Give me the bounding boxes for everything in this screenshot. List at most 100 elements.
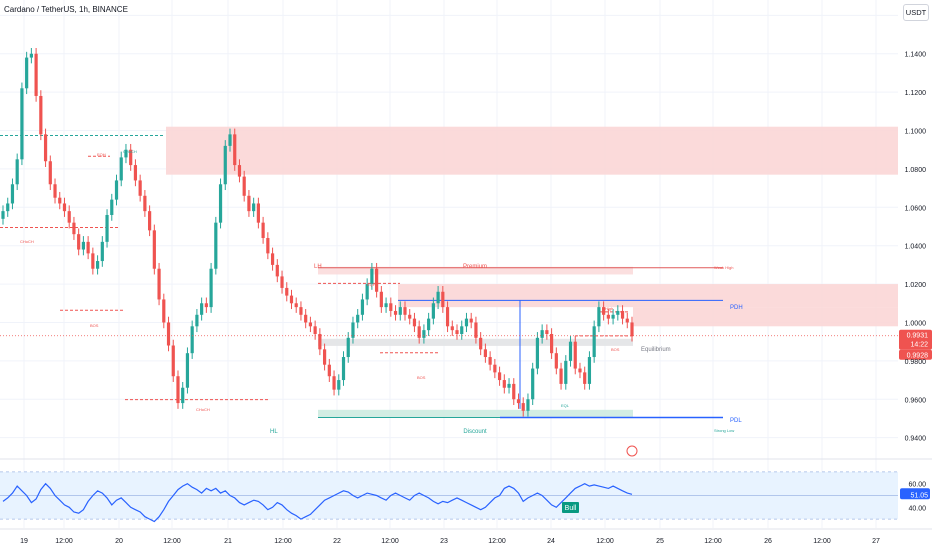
candle-body xyxy=(422,330,426,338)
zone-supply xyxy=(398,284,898,308)
time-tick: 27 xyxy=(872,538,880,545)
candle-body xyxy=(294,303,298,308)
candle-body xyxy=(564,360,568,384)
candle-body xyxy=(270,253,275,265)
candle-body xyxy=(20,88,24,160)
time-tick: 22 xyxy=(333,538,341,545)
rsi-line xyxy=(2,482,633,523)
candle-body xyxy=(15,159,19,185)
rsi-tick-40: 40.00 xyxy=(908,505,926,512)
candle-body xyxy=(346,337,350,358)
candle-body xyxy=(431,303,435,319)
candle-body xyxy=(318,333,322,350)
candle-body xyxy=(578,368,582,373)
candle-body xyxy=(285,287,289,296)
zone-supply xyxy=(166,126,898,175)
candle-body xyxy=(181,387,185,404)
label-hl: HL xyxy=(270,429,278,435)
rsi-tick-60: 60.00 xyxy=(908,482,926,489)
candle-body xyxy=(6,203,10,212)
candle-body xyxy=(540,330,544,338)
time-tick: 12:00 xyxy=(813,538,831,545)
price-tick: 1.0800 xyxy=(905,167,927,174)
time-tick: 12:00 xyxy=(55,538,73,545)
candle-body xyxy=(171,345,175,377)
candle-body xyxy=(100,241,104,262)
candle-body xyxy=(521,403,525,411)
candle-body xyxy=(43,134,48,162)
candle-body xyxy=(124,149,128,158)
candle-body xyxy=(379,291,383,308)
candle-body xyxy=(507,383,511,388)
candle-body xyxy=(332,376,336,390)
bull-badge xyxy=(562,502,579,513)
candle-body xyxy=(464,318,469,327)
price-tick: 1.1000 xyxy=(905,129,927,136)
label-bos-2: BOS xyxy=(417,375,426,380)
time-tick: 21 xyxy=(224,538,232,545)
label-high: High xyxy=(605,306,613,311)
candle-body xyxy=(166,322,171,346)
candle-body xyxy=(625,318,629,323)
candle-body xyxy=(110,199,114,215)
price-tick: 1.1400 xyxy=(905,52,927,59)
candle-body xyxy=(81,241,85,250)
candle-body xyxy=(228,134,232,146)
candle-body xyxy=(370,268,374,285)
candle-body xyxy=(512,383,516,400)
candle-body xyxy=(469,318,473,323)
candle-body xyxy=(408,314,412,319)
time-tick: 12:00 xyxy=(381,538,399,545)
candle-body xyxy=(535,337,540,369)
last-price-text: 0.9931 xyxy=(907,333,929,340)
candle-body xyxy=(261,222,265,239)
candle-body xyxy=(516,399,521,404)
candle-body xyxy=(176,376,180,404)
candles xyxy=(1,47,634,417)
candle-body xyxy=(327,364,331,377)
label-bos-1: BOS xyxy=(90,323,99,328)
label-strong-low: Strong Low xyxy=(714,428,734,433)
candle-body xyxy=(289,295,294,304)
price-tick: 1.0200 xyxy=(905,282,927,289)
time-tick: 12:00 xyxy=(596,538,614,545)
chart-title: Cardano / TetherUS, 1h, BINANCE xyxy=(4,5,128,14)
candle-body xyxy=(95,261,100,269)
label-pdh: PDH xyxy=(730,305,743,311)
candle-body xyxy=(398,307,402,315)
price-tick: 1.1200 xyxy=(905,90,927,97)
candle-body xyxy=(39,95,43,135)
label-equilibrium: Equilibrium xyxy=(641,347,671,353)
candle-body xyxy=(412,318,417,327)
candle-body xyxy=(322,349,327,365)
candle-body xyxy=(568,341,573,361)
label-choch-1: CHoCH xyxy=(20,239,34,244)
candle-body xyxy=(384,303,388,308)
zone-premium xyxy=(318,266,633,275)
candle-body xyxy=(460,326,464,334)
candle-body xyxy=(53,184,57,198)
price-axis-bg xyxy=(898,0,932,528)
grid xyxy=(0,0,898,528)
candle-body xyxy=(275,264,279,277)
currency-button[interactable]: USDT xyxy=(903,4,929,21)
label-lh: LH xyxy=(314,264,322,270)
candle-body xyxy=(266,238,270,254)
candle-body xyxy=(252,203,256,212)
price-tick: 0.9800 xyxy=(905,359,927,366)
last-price-badge xyxy=(899,329,932,350)
time-tick: 12:00 xyxy=(163,538,181,545)
time-tick: 25 xyxy=(656,538,664,545)
candle-body xyxy=(436,291,440,304)
label-eqh-2: EQH xyxy=(367,282,376,287)
label-choch-2: CHoCH xyxy=(123,149,137,154)
candle-body xyxy=(474,322,478,338)
candle-body xyxy=(34,53,38,96)
candle-body xyxy=(308,322,313,327)
candle-body xyxy=(356,314,360,323)
candle-body xyxy=(86,241,90,254)
candle-body xyxy=(185,353,190,388)
candle-body xyxy=(502,380,506,388)
